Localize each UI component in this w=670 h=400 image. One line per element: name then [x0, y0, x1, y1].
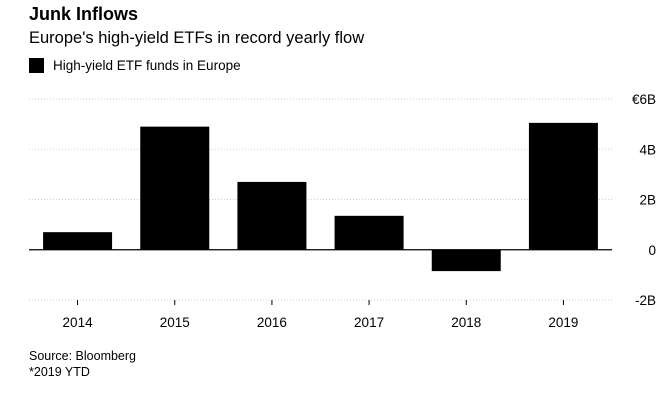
x-tick-label: 2017: [354, 315, 384, 330]
footer: Source: Bloomberg *2019 YTD: [29, 348, 136, 380]
chart-subtitle: Europe's high-yield ETFs in record yearl…: [29, 29, 365, 47]
x-tick-label: 2015: [160, 315, 190, 330]
y-tick-label: -2B: [635, 293, 656, 308]
y-tick-label: 4B: [639, 142, 656, 157]
x-tick-label: 2016: [257, 315, 287, 330]
legend-label: High-yield ETF funds in Europe: [53, 58, 241, 73]
bar-2016: [237, 181, 307, 250]
ytd-note: *2019 YTD: [29, 365, 90, 379]
x-tick-label: 2018: [451, 315, 481, 330]
source-note: Source: Bloomberg: [29, 349, 137, 363]
chart-title: Junk Inflows: [29, 4, 139, 24]
bar-2017: [334, 215, 404, 250]
x-tick-label: 2014: [63, 315, 94, 330]
bar-2015: [140, 126, 210, 250]
bar-2014: [43, 232, 113, 250]
legend: High-yield ETF funds in Europe: [29, 58, 241, 73]
y-tick-label: 0: [648, 243, 656, 258]
bar-2019: [528, 122, 598, 250]
y-tick-label: 2B: [639, 193, 656, 208]
bar-2018: [431, 249, 501, 272]
legend-swatch: [29, 58, 44, 73]
y-tick-label: €6B: [632, 92, 656, 107]
x-tick-label: 2019: [548, 315, 578, 330]
